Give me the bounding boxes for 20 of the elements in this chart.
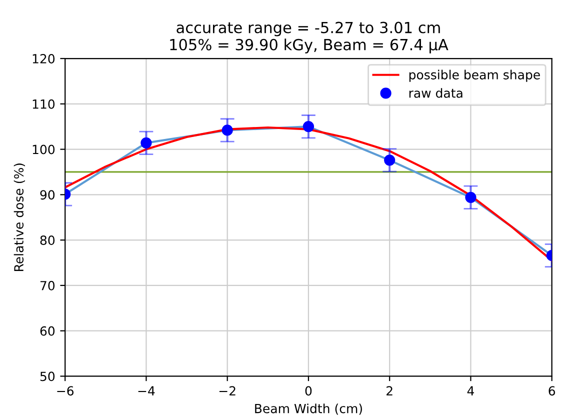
x-tick-label: 2 [386, 386, 392, 396]
x-tick-label: −6 [57, 386, 74, 396]
x-tick-label: −4 [138, 386, 155, 396]
y-tick-label: 90 [40, 190, 55, 200]
y-tick-label: 70 [40, 280, 55, 290]
x-axis-title: Beam Width (cm) [255, 404, 362, 415]
legend-label: raw data [409, 88, 462, 98]
y-tick-label: 50 [40, 372, 55, 382]
legend-label: possible beam shape [409, 70, 540, 82]
y-tick-label: 80 [40, 236, 55, 245]
y-tick-label: 60 [40, 326, 55, 336]
y-tick-label: 120 [32, 54, 55, 64]
y-tick-label: 100 [32, 144, 55, 154]
x-tick-label: −2 [219, 386, 236, 396]
x-tick-label: 6 [548, 386, 556, 396]
y-tick-label: 110 [32, 99, 55, 109]
x-tick-label: 4 [467, 386, 474, 396]
x-tick-label: 0 [305, 386, 312, 396]
y-axis-title: Relative dose (%) [14, 164, 25, 272]
chart-title: accurate range = -5.27 to 3.01 cm 105% = 39.90 kGy, Beam = 67.4 µA [170, 22, 448, 54]
